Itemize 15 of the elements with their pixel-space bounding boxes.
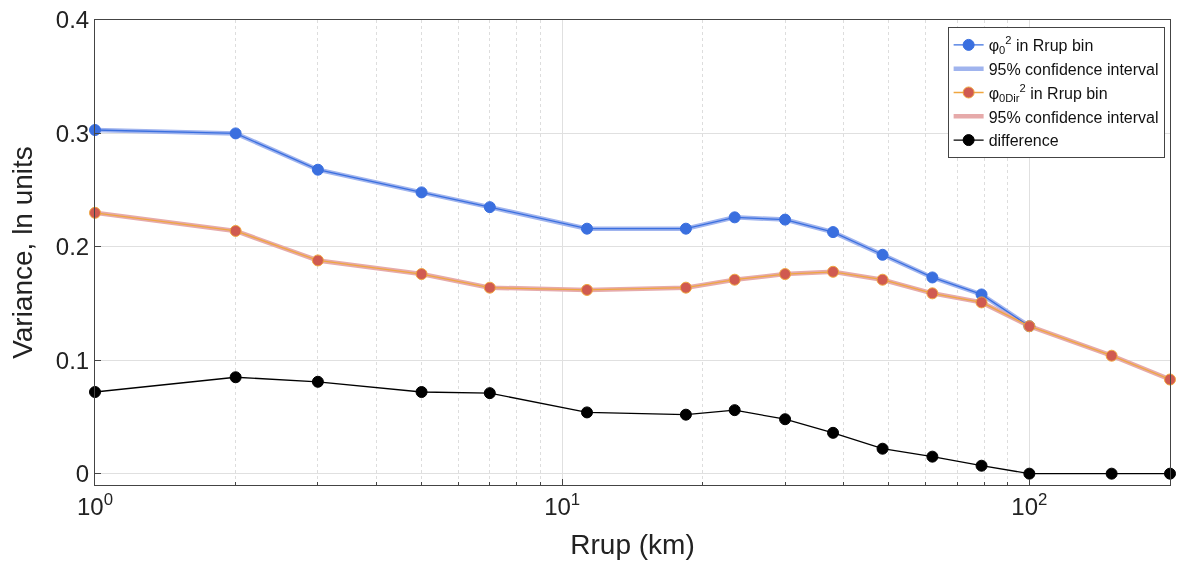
y-axis-title: Variance, ln units [6,146,38,359]
y-tick-label: 0.3 [55,119,90,147]
x-tick-label: 10$^{0}$ [76,489,114,520]
legend-label: 95% confidence interval [988,108,1159,126]
legend-label: difference [988,132,1059,150]
legend-label: φ$_{0Dir}$$^{2}$ in Rrup bin [988,82,1108,105]
y-tick-label: 0.4 [55,6,90,34]
y-tick-label: 0.2 [55,233,90,261]
x-tick-label: 10$^{2}$ [1011,489,1048,520]
y-tick-label: 0 [75,460,90,488]
y-tick-label: 0.1 [55,346,90,374]
legend-label: 95% confidence interval [988,60,1159,78]
x-axis-title: Rrup (km) [570,528,695,560]
x-tick-label: 10$^{1}$ [544,489,581,520]
legend-label: φ$_{0}$$^{2}$ in Rrup bin [988,34,1094,57]
